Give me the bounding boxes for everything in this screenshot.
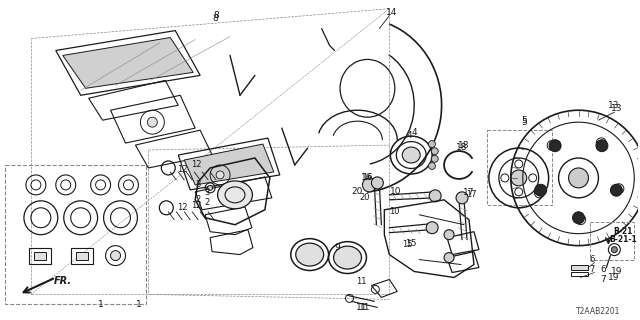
- Circle shape: [568, 168, 588, 188]
- Text: 4: 4: [412, 128, 417, 137]
- Text: 16: 16: [361, 173, 372, 182]
- Circle shape: [444, 252, 454, 262]
- Text: 11: 11: [356, 277, 367, 286]
- Circle shape: [501, 174, 509, 182]
- Circle shape: [611, 247, 618, 252]
- Text: 1: 1: [98, 300, 104, 309]
- Text: 6: 6: [590, 255, 595, 264]
- Circle shape: [371, 177, 383, 189]
- Circle shape: [362, 178, 376, 192]
- Text: 19: 19: [611, 267, 622, 276]
- Text: 5: 5: [521, 116, 527, 125]
- Text: 5: 5: [521, 118, 527, 127]
- Text: 11: 11: [356, 303, 367, 312]
- Text: 15: 15: [406, 239, 417, 248]
- Text: 16: 16: [362, 173, 372, 182]
- Bar: [29, 248, 51, 264]
- Text: 11: 11: [358, 303, 370, 312]
- Text: 3: 3: [204, 188, 210, 197]
- Text: 19: 19: [607, 273, 619, 282]
- Text: 12: 12: [177, 165, 188, 174]
- Circle shape: [515, 160, 523, 168]
- Text: 20: 20: [352, 188, 363, 196]
- Text: 13: 13: [607, 101, 619, 110]
- Circle shape: [534, 184, 547, 196]
- Text: 2: 2: [196, 195, 201, 204]
- Circle shape: [429, 190, 441, 202]
- Circle shape: [111, 251, 120, 260]
- Text: 20: 20: [359, 193, 370, 202]
- Text: T2AAB2201: T2AAB2201: [576, 307, 620, 316]
- Bar: [570, 271, 588, 276]
- Text: 12: 12: [191, 201, 202, 210]
- Circle shape: [456, 192, 468, 204]
- Circle shape: [426, 222, 438, 234]
- Circle shape: [549, 140, 561, 152]
- Text: 2: 2: [205, 198, 210, 207]
- Text: 18: 18: [456, 142, 468, 152]
- Circle shape: [431, 155, 438, 162]
- Polygon shape: [184, 144, 274, 185]
- Ellipse shape: [403, 147, 420, 163]
- Text: 12: 12: [191, 160, 202, 170]
- Bar: [5, 165, 147, 304]
- Circle shape: [147, 117, 157, 127]
- Text: FR.: FR.: [54, 276, 72, 286]
- Text: 8: 8: [212, 14, 218, 23]
- Circle shape: [511, 170, 527, 186]
- Circle shape: [431, 148, 438, 155]
- Text: 17: 17: [466, 190, 476, 199]
- Circle shape: [428, 163, 435, 170]
- Circle shape: [573, 212, 584, 224]
- Bar: [570, 265, 588, 269]
- Circle shape: [428, 140, 435, 148]
- Ellipse shape: [218, 181, 252, 209]
- Circle shape: [529, 174, 537, 182]
- Circle shape: [515, 188, 523, 196]
- Text: 7: 7: [590, 265, 595, 274]
- Text: 10: 10: [390, 188, 401, 196]
- Circle shape: [611, 184, 622, 196]
- Text: 14: 14: [386, 8, 397, 17]
- Text: 3: 3: [195, 180, 201, 189]
- Circle shape: [444, 230, 454, 240]
- Text: 12: 12: [177, 203, 188, 212]
- Text: B-21: B-21: [614, 227, 633, 236]
- Bar: [34, 252, 46, 260]
- Text: 9: 9: [335, 243, 340, 252]
- Bar: [71, 248, 93, 264]
- Polygon shape: [63, 37, 193, 88]
- Circle shape: [596, 140, 608, 152]
- Circle shape: [216, 171, 224, 179]
- Bar: [76, 252, 88, 260]
- Text: 8: 8: [213, 11, 219, 20]
- Text: 4: 4: [406, 131, 412, 140]
- Text: 18: 18: [458, 140, 470, 149]
- Ellipse shape: [296, 243, 324, 266]
- Text: 7: 7: [600, 275, 606, 284]
- Bar: [487, 130, 552, 205]
- Text: 1: 1: [136, 300, 141, 309]
- Ellipse shape: [333, 246, 362, 269]
- Text: 17: 17: [463, 188, 475, 197]
- Bar: [591, 222, 634, 260]
- Text: 15: 15: [402, 240, 413, 249]
- Text: 13: 13: [611, 104, 622, 113]
- Circle shape: [207, 185, 212, 190]
- Text: 10: 10: [389, 207, 399, 216]
- Text: B-21-1: B-21-1: [609, 235, 637, 244]
- Text: 6: 6: [600, 265, 606, 274]
